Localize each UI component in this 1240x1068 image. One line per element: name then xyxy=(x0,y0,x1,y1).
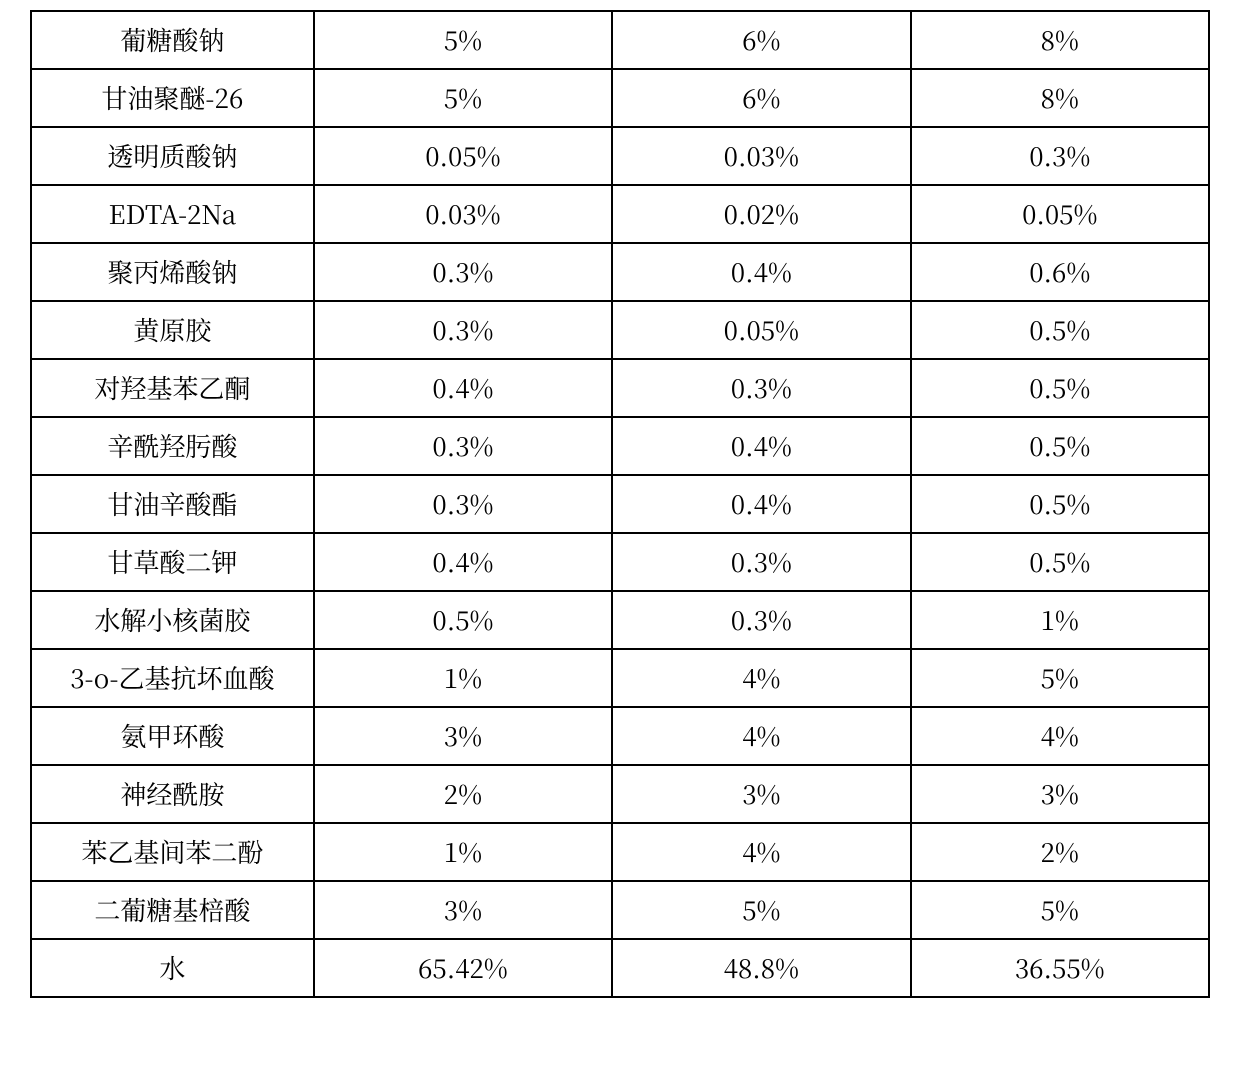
ingredient-name: 甘油辛酸酯 xyxy=(31,475,314,533)
ingredient-name: 3-o-乙基抗坏血酸 xyxy=(31,649,314,707)
value-col-1: 65.42% xyxy=(314,939,612,997)
value-col-2: 0.05% xyxy=(612,301,910,359)
table-row: 甘油聚醚-26 5% 6% 8% xyxy=(31,69,1209,127)
value-col-2: 4% xyxy=(612,707,910,765)
value-col-2: 0.4% xyxy=(612,417,910,475)
page: 葡糖酸钠 5% 6% 8% 甘油聚醚-26 5% 6% 8% 透明质酸钠 0.0… xyxy=(0,0,1240,1068)
value-col-3: 0.5% xyxy=(911,417,1209,475)
ingredient-name: 透明质酸钠 xyxy=(31,127,314,185)
value-col-1: 0.4% xyxy=(314,359,612,417)
table-row: 二葡糖基棓酸 3% 5% 5% xyxy=(31,881,1209,939)
value-col-2: 4% xyxy=(612,649,910,707)
table-row: 3-o-乙基抗坏血酸 1% 4% 5% xyxy=(31,649,1209,707)
value-col-1: 0.3% xyxy=(314,301,612,359)
value-col-1: 1% xyxy=(314,649,612,707)
value-col-1: 0.05% xyxy=(314,127,612,185)
value-col-3: 0.3% xyxy=(911,127,1209,185)
value-col-3: 2% xyxy=(911,823,1209,881)
value-col-2: 0.3% xyxy=(612,359,910,417)
value-col-1: 3% xyxy=(314,881,612,939)
value-col-3: 8% xyxy=(911,69,1209,127)
value-col-3: 0.6% xyxy=(911,243,1209,301)
value-col-3: 5% xyxy=(911,881,1209,939)
value-col-3: 36.55% xyxy=(911,939,1209,997)
value-col-2: 0.3% xyxy=(612,591,910,649)
value-col-1: 0.03% xyxy=(314,185,612,243)
value-col-2: 0.3% xyxy=(612,533,910,591)
value-col-2: 6% xyxy=(612,11,910,69)
value-col-3: 4% xyxy=(911,707,1209,765)
value-col-1: 5% xyxy=(314,11,612,69)
ingredient-name: 氨甲环酸 xyxy=(31,707,314,765)
ingredient-name: 苯乙基间苯二酚 xyxy=(31,823,314,881)
value-col-3: 0.05% xyxy=(911,185,1209,243)
table-row: 葡糖酸钠 5% 6% 8% xyxy=(31,11,1209,69)
value-col-2: 3% xyxy=(612,765,910,823)
value-col-3: 3% xyxy=(911,765,1209,823)
ingredient-name: 水 xyxy=(31,939,314,997)
ingredient-name: 神经酰胺 xyxy=(31,765,314,823)
value-col-2: 0.03% xyxy=(612,127,910,185)
value-col-1: 0.3% xyxy=(314,417,612,475)
ingredient-name: 辛酰羟肟酸 xyxy=(31,417,314,475)
table-row: EDTA-2Na 0.03% 0.02% 0.05% xyxy=(31,185,1209,243)
value-col-1: 1% xyxy=(314,823,612,881)
table-row: 神经酰胺 2% 3% 3% xyxy=(31,765,1209,823)
ingredient-name: 黄原胶 xyxy=(31,301,314,359)
table-row: 甘油辛酸酯 0.3% 0.4% 0.5% xyxy=(31,475,1209,533)
value-col-2: 0.4% xyxy=(612,475,910,533)
ingredient-name: 二葡糖基棓酸 xyxy=(31,881,314,939)
table-row: 黄原胶 0.3% 0.05% 0.5% xyxy=(31,301,1209,359)
ingredient-name: EDTA-2Na xyxy=(31,185,314,243)
ingredient-name: 甘油聚醚-26 xyxy=(31,69,314,127)
ingredient-name: 聚丙烯酸钠 xyxy=(31,243,314,301)
table-row: 水解小核菌胶 0.5% 0.3% 1% xyxy=(31,591,1209,649)
table-row: 水 65.42% 48.8% 36.55% xyxy=(31,939,1209,997)
value-col-3: 0.5% xyxy=(911,301,1209,359)
value-col-3: 0.5% xyxy=(911,359,1209,417)
value-col-1: 5% xyxy=(314,69,612,127)
table-row: 甘草酸二钾 0.4% 0.3% 0.5% xyxy=(31,533,1209,591)
ingredient-name: 水解小核菌胶 xyxy=(31,591,314,649)
value-col-1: 2% xyxy=(314,765,612,823)
table-row: 对羟基苯乙酮 0.4% 0.3% 0.5% xyxy=(31,359,1209,417)
value-col-3: 5% xyxy=(911,649,1209,707)
value-col-1: 3% xyxy=(314,707,612,765)
value-col-2: 4% xyxy=(612,823,910,881)
value-col-3: 8% xyxy=(911,11,1209,69)
composition-table: 葡糖酸钠 5% 6% 8% 甘油聚醚-26 5% 6% 8% 透明质酸钠 0.0… xyxy=(30,10,1210,998)
value-col-2: 5% xyxy=(612,881,910,939)
value-col-2: 48.8% xyxy=(612,939,910,997)
ingredient-name: 葡糖酸钠 xyxy=(31,11,314,69)
ingredient-name: 对羟基苯乙酮 xyxy=(31,359,314,417)
table-row: 氨甲环酸 3% 4% 4% xyxy=(31,707,1209,765)
table-row: 苯乙基间苯二酚 1% 4% 2% xyxy=(31,823,1209,881)
table-body: 葡糖酸钠 5% 6% 8% 甘油聚醚-26 5% 6% 8% 透明质酸钠 0.0… xyxy=(31,11,1209,997)
value-col-3: 0.5% xyxy=(911,533,1209,591)
value-col-3: 1% xyxy=(911,591,1209,649)
value-col-3: 0.5% xyxy=(911,475,1209,533)
value-col-2: 0.4% xyxy=(612,243,910,301)
value-col-1: 0.4% xyxy=(314,533,612,591)
table-row: 聚丙烯酸钠 0.3% 0.4% 0.6% xyxy=(31,243,1209,301)
table-row: 辛酰羟肟酸 0.3% 0.4% 0.5% xyxy=(31,417,1209,475)
value-col-2: 0.02% xyxy=(612,185,910,243)
value-col-1: 0.5% xyxy=(314,591,612,649)
table-row: 透明质酸钠 0.05% 0.03% 0.3% xyxy=(31,127,1209,185)
value-col-1: 0.3% xyxy=(314,243,612,301)
value-col-2: 6% xyxy=(612,69,910,127)
ingredient-name: 甘草酸二钾 xyxy=(31,533,314,591)
value-col-1: 0.3% xyxy=(314,475,612,533)
